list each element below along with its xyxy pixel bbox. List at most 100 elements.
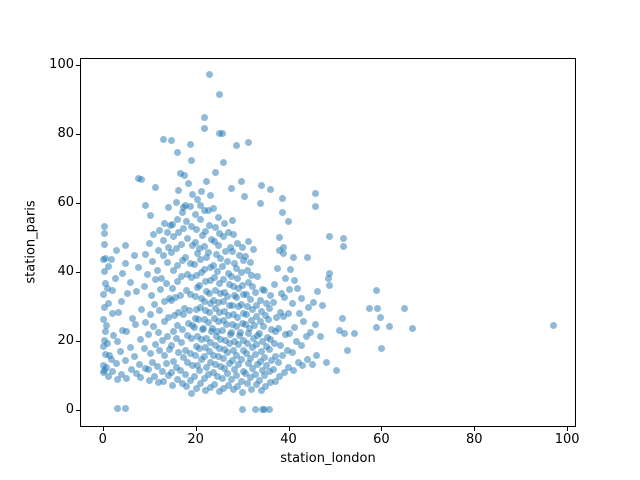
scatter-point — [165, 314, 173, 322]
scatter-point — [186, 306, 194, 314]
scatter-point — [182, 253, 190, 261]
scatter-point — [172, 364, 180, 372]
scatter-point — [193, 195, 201, 203]
scatter-point — [127, 365, 135, 373]
scatter-point — [135, 264, 143, 272]
scatter-point — [150, 301, 158, 309]
scatter-point — [200, 207, 208, 215]
scatter-point — [164, 258, 172, 266]
scatter-point — [249, 283, 257, 291]
scatter-point — [226, 281, 234, 289]
scatter-point — [144, 365, 152, 373]
scatter-point — [174, 216, 182, 224]
scatter-point — [246, 259, 254, 266]
scatter-point — [178, 380, 186, 388]
scatter-point — [186, 376, 194, 384]
scatter-point — [174, 376, 182, 384]
scatter-point — [550, 322, 558, 330]
scatter-point — [200, 297, 208, 305]
scatter-point — [201, 243, 209, 251]
scatter-point — [243, 380, 251, 388]
scatter-point — [219, 263, 227, 271]
scatter-point — [172, 294, 180, 302]
scatter-point — [223, 370, 231, 378]
scatter-point — [153, 266, 161, 274]
scatter-point — [248, 385, 256, 393]
scatter-point — [272, 352, 280, 360]
scatter-point — [257, 318, 265, 326]
scatter-point — [160, 317, 168, 325]
scatter-point — [122, 357, 129, 365]
scatter-point — [168, 342, 176, 350]
scatter-point — [263, 333, 271, 341]
scatter-point — [179, 224, 187, 232]
scatter-point — [238, 356, 246, 364]
scatter-point — [200, 114, 208, 122]
scatter-point — [239, 281, 247, 289]
scatter-point — [104, 372, 112, 380]
scatter-point — [155, 226, 163, 234]
scatter-point — [174, 349, 182, 356]
scatter-point — [200, 352, 208, 360]
scatter-point — [152, 276, 160, 284]
scatter-point — [100, 241, 108, 249]
y-tick-label: 40 — [57, 264, 74, 280]
scatter-point — [221, 288, 229, 296]
scatter-point — [258, 366, 266, 374]
scatter-point — [203, 254, 211, 262]
scatter-point — [227, 329, 235, 337]
scatter-point — [160, 135, 168, 143]
scatter-point — [251, 405, 259, 413]
scatter-point — [256, 200, 264, 208]
scatter-point — [112, 275, 120, 283]
scatter-point — [373, 323, 381, 331]
scatter-point — [237, 328, 245, 336]
scatter-point — [184, 180, 192, 188]
scatter-point — [169, 267, 177, 275]
scatter-point — [253, 273, 261, 281]
scatter-point — [249, 334, 257, 342]
scatter-point — [242, 290, 250, 298]
scatter-point — [202, 363, 210, 371]
scatter-point — [242, 252, 250, 260]
scatter-point — [275, 234, 283, 242]
scatter-point — [286, 265, 294, 273]
scatter-point — [162, 280, 170, 288]
scatter-point — [284, 218, 292, 226]
scatter-point — [282, 274, 290, 282]
y-tick — [76, 203, 80, 205]
scatter-point — [103, 285, 111, 293]
scatter-point — [214, 214, 222, 222]
scatter-point — [214, 267, 222, 275]
scatter-point — [202, 227, 210, 235]
scatter-point — [158, 274, 166, 282]
scatter-point — [187, 259, 195, 267]
scatter-point — [165, 345, 173, 353]
scatter-point — [163, 360, 171, 368]
scatter-point — [219, 298, 227, 306]
scatter-point — [275, 325, 283, 333]
scatter-point — [181, 172, 189, 180]
scatter-point — [100, 267, 108, 275]
scatter-point — [205, 71, 213, 79]
scatter-point — [186, 203, 194, 211]
scatter-point — [261, 286, 269, 294]
scatter-point — [196, 303, 204, 311]
scatter-point — [178, 273, 186, 281]
scatter-point — [216, 289, 224, 297]
scatter-point — [108, 310, 116, 318]
y-tick-label: 80 — [57, 126, 74, 142]
scatter-point — [155, 379, 163, 387]
scatter-point — [211, 381, 219, 389]
x-tick — [381, 427, 383, 431]
scatter-point — [156, 347, 164, 355]
scatter-point — [316, 332, 324, 340]
scatter-point — [147, 292, 155, 300]
x-tick-label: 40 — [280, 432, 297, 447]
scatter-point — [205, 348, 213, 356]
scatter-point — [136, 374, 144, 382]
scatter-point — [239, 388, 247, 396]
scatter-point — [263, 362, 271, 370]
y-tick-label: 20 — [57, 333, 74, 349]
scatter-point — [248, 344, 256, 352]
